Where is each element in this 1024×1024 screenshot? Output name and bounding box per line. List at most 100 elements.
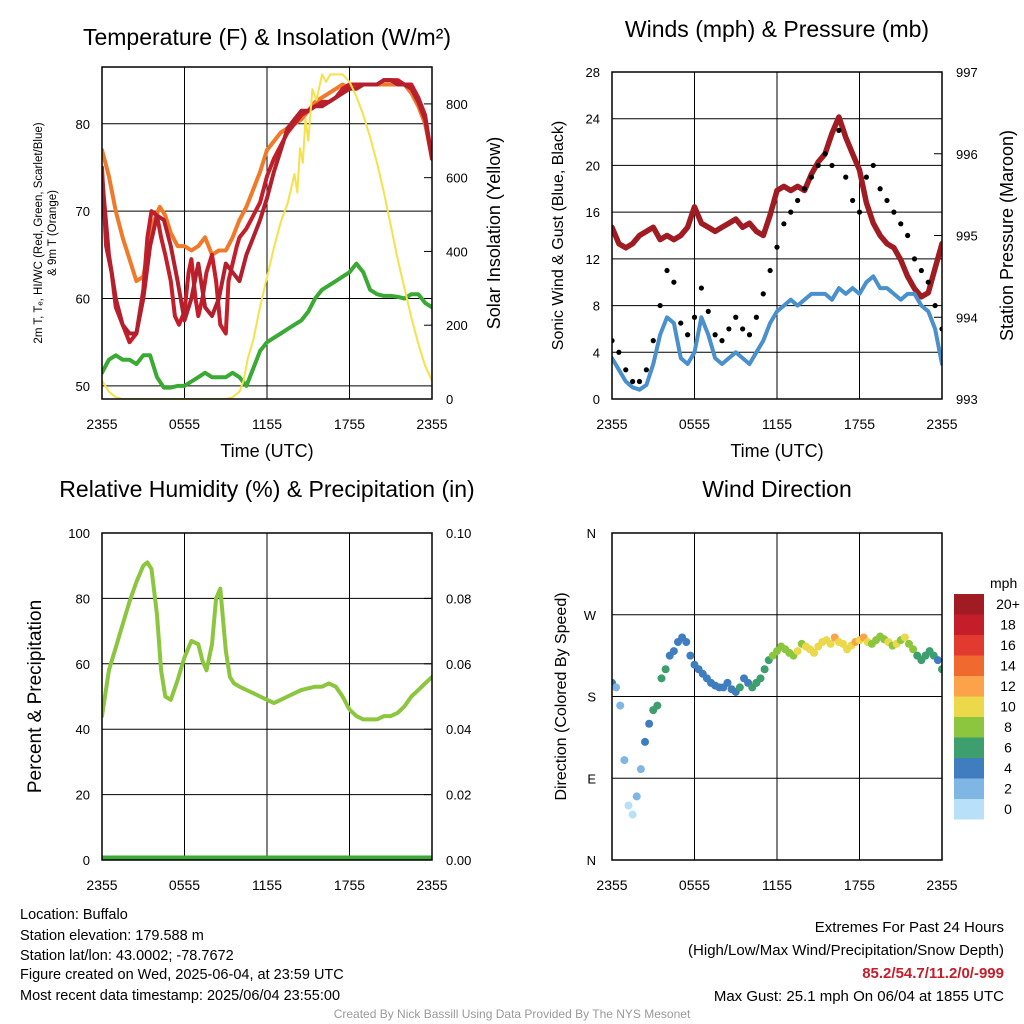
legend-label: 12 (1000, 678, 1016, 694)
panel-3-title: Relative Humidity (%) & Precipitation (i… (59, 476, 474, 502)
plot-frame (611, 532, 943, 861)
gust-point (664, 267, 670, 274)
info-recent: Most recent data timestamp: 2025/06/04 2… (20, 988, 341, 1004)
legend-label: 2 (1004, 781, 1012, 797)
panel-1-title: Temperature (F) & Insolation (W/m²) (83, 24, 451, 50)
panel-4-title: Wind Direction (702, 476, 852, 502)
x-tick-label: 0555 (679, 877, 710, 893)
legend-swatch (954, 737, 984, 758)
y-tick-label: 50 (76, 379, 90, 394)
wind-direction-point (686, 651, 695, 660)
plot-data (612, 114, 942, 392)
wind-direction-point (612, 683, 621, 692)
gust-point (705, 308, 711, 315)
gust-point (740, 326, 746, 332)
x-axis-label: Time (UTC) (220, 441, 313, 461)
y-tick-label: 0 (593, 392, 600, 407)
y2-tick-label: 0.02 (446, 788, 471, 803)
y-tick-label: W (584, 608, 597, 623)
y-tick-label: S (587, 690, 596, 705)
gust-point (691, 314, 698, 320)
x-tick-label: 2355 (416, 877, 447, 893)
plot-data (102, 560, 432, 860)
panel-2-title: Winds (mph) & Pressure (mb) (625, 16, 929, 42)
gust-point (898, 221, 904, 227)
legend-swatch (954, 778, 984, 799)
y2-tick-label: 994 (956, 310, 978, 325)
extremes-title: Extremes For Past 24 Hours (814, 919, 1004, 936)
y2-axis-label: Solar Insolation (Yellow) (484, 137, 504, 329)
wind-direction-point (810, 648, 819, 657)
legend-swatch (954, 758, 984, 779)
gust-point (905, 232, 911, 239)
wind-direction-point (616, 701, 625, 710)
legend-label: 14 (1000, 658, 1016, 674)
gust-point (671, 279, 677, 285)
y-tick-label: 60 (76, 657, 90, 672)
info-elevation: Station elevation: 179.588 m (20, 928, 204, 944)
y-axis-label: Direction (Colored By Speed) (553, 592, 570, 800)
gust-point (781, 221, 787, 227)
gust-point (856, 209, 863, 215)
x-tick-label: 2355 (596, 416, 627, 432)
gust-point (911, 256, 918, 262)
extremes-values: 85.2/54.7/11.2/0/-999 (862, 965, 1004, 982)
legend-swatch (954, 635, 984, 656)
legend-swatch (954, 655, 984, 676)
credit-line: Created By Nick Bassill Using Data Provi… (333, 1007, 691, 1021)
gust-point (712, 332, 718, 338)
gust-point (822, 151, 828, 157)
gust-point (630, 378, 636, 385)
y2-tick-label: 0.08 (446, 591, 471, 606)
y2-tick-label: 0 (446, 392, 453, 407)
y2-tick-label: 997 (956, 65, 978, 80)
panel-2: Winds (mph) & Pressure (mb) 2355 0555 1155 1… (550, 16, 1017, 461)
gust-point (726, 326, 732, 332)
wind-direction-point (905, 639, 913, 648)
gust-point (850, 197, 856, 204)
gust-point (918, 267, 924, 274)
y2-tick-label: 995 (956, 229, 978, 244)
plot-frame (611, 71, 943, 400)
wind-direction-point (826, 639, 835, 648)
y2-tick-label: 600 (446, 171, 468, 186)
gust-point (808, 174, 814, 180)
wind-direction-point (909, 645, 918, 654)
x-tick-label: 2355 (926, 877, 957, 893)
legend-label: 16 (1000, 637, 1016, 653)
gust-point (884, 197, 890, 204)
gust-point (636, 378, 643, 385)
y-tick-label: 4 (593, 345, 600, 360)
y-tick-label: E (587, 771, 596, 786)
legend-swatch (954, 696, 984, 717)
wind-direction-point (682, 638, 691, 646)
y2-tick-label: 993 (956, 392, 978, 407)
gust-point (795, 197, 801, 204)
y-tick-label: 12 (586, 252, 600, 267)
x-tick-label: 0555 (679, 416, 710, 432)
legend-swatch (954, 614, 984, 635)
y2-tick-label: 400 (446, 244, 468, 259)
legend-swatch (954, 717, 984, 738)
gust-point (932, 302, 938, 309)
extremes-gust: Max Gust: 25.1 mph On 06/04 at 1855 UTC (713, 988, 1004, 1005)
gust-point (863, 174, 869, 180)
x-axis-label: Time (UTC) (730, 441, 823, 461)
legend-label: 8 (1004, 719, 1012, 735)
gust-point (829, 162, 835, 169)
gust-point (774, 244, 780, 250)
info-created: Figure created on Wed, 2025-06-04, at 23… (20, 967, 344, 983)
x-tick-label: 0555 (169, 877, 200, 893)
y2-tick-label: 0.10 (446, 526, 471, 541)
y-tick-label: N (587, 853, 596, 868)
y2-tick-label: 0.06 (446, 657, 471, 672)
legend-label: 10 (1000, 699, 1016, 715)
wind-direction-point (632, 792, 641, 801)
y-axis-label: Sonic Wind & Gust (Blue, Black) (550, 121, 567, 350)
plot-frame (101, 66, 433, 400)
y-tick-label: 100 (68, 526, 90, 541)
y-tick-label: N (587, 526, 596, 541)
y-tick-label: 40 (76, 722, 90, 737)
y-axis-label-line2: & 9m T (Orange) (47, 190, 59, 276)
